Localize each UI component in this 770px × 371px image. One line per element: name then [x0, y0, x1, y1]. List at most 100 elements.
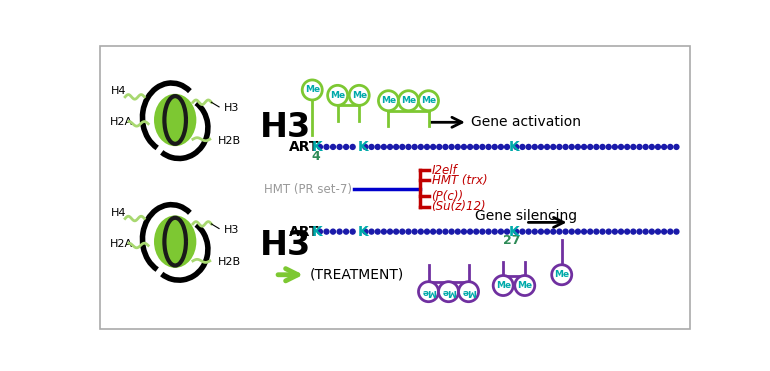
Circle shape [581, 229, 587, 234]
Circle shape [419, 91, 439, 111]
Circle shape [504, 144, 510, 150]
Circle shape [544, 229, 550, 234]
Circle shape [504, 229, 510, 234]
Circle shape [624, 144, 630, 150]
Text: Gene activation: Gene activation [471, 115, 581, 129]
Circle shape [606, 144, 611, 150]
Circle shape [674, 144, 679, 150]
Circle shape [551, 229, 556, 234]
Text: HMT (trx): HMT (trx) [431, 174, 487, 187]
Circle shape [486, 229, 491, 234]
Circle shape [588, 144, 593, 150]
Circle shape [624, 229, 630, 234]
Circle shape [655, 144, 661, 150]
Circle shape [387, 229, 393, 234]
Circle shape [581, 144, 587, 150]
Circle shape [430, 229, 436, 234]
Circle shape [493, 276, 514, 296]
Circle shape [461, 229, 467, 234]
Text: K: K [313, 140, 323, 154]
Text: H2A: H2A [109, 117, 133, 127]
Circle shape [674, 229, 679, 234]
Circle shape [437, 144, 442, 150]
Circle shape [649, 144, 654, 150]
Text: K: K [509, 140, 519, 154]
Circle shape [544, 144, 550, 150]
Text: Me: Me [352, 91, 367, 100]
Circle shape [612, 229, 618, 234]
Circle shape [588, 229, 593, 234]
Text: H4: H4 [111, 86, 127, 96]
Text: H3: H3 [223, 225, 239, 235]
Circle shape [393, 229, 399, 234]
Ellipse shape [154, 94, 196, 146]
Circle shape [600, 144, 605, 150]
Text: H3: H3 [260, 229, 311, 262]
Circle shape [350, 85, 370, 105]
Circle shape [455, 229, 460, 234]
Circle shape [424, 229, 430, 234]
Circle shape [480, 229, 485, 234]
Text: HMT (PR set-7): HMT (PR set-7) [264, 183, 352, 196]
Circle shape [569, 229, 574, 234]
Text: 4: 4 [311, 150, 320, 162]
Text: (TREATMENT): (TREATMENT) [310, 268, 404, 282]
Circle shape [387, 144, 393, 150]
Text: H2B: H2B [218, 257, 241, 267]
Circle shape [443, 144, 448, 150]
Circle shape [661, 144, 667, 150]
Circle shape [412, 229, 417, 234]
Text: (Su(z)12): (Su(z)12) [431, 200, 486, 213]
Circle shape [363, 144, 368, 150]
Circle shape [668, 229, 673, 234]
Circle shape [631, 229, 636, 234]
Circle shape [324, 229, 329, 234]
Circle shape [637, 229, 642, 234]
Circle shape [363, 229, 368, 234]
Circle shape [330, 229, 336, 234]
Text: K: K [357, 140, 368, 154]
Circle shape [467, 229, 473, 234]
Circle shape [551, 144, 556, 150]
Text: H3: H3 [223, 104, 239, 114]
Circle shape [449, 229, 454, 234]
Circle shape [557, 144, 562, 150]
Circle shape [343, 229, 349, 234]
Circle shape [459, 282, 479, 302]
FancyBboxPatch shape [100, 46, 690, 329]
Circle shape [375, 144, 380, 150]
Circle shape [350, 144, 355, 150]
Text: K: K [509, 224, 519, 239]
Circle shape [467, 144, 473, 150]
Circle shape [498, 144, 504, 150]
Circle shape [406, 144, 411, 150]
Circle shape [412, 144, 417, 150]
Circle shape [381, 144, 387, 150]
Text: ART: ART [290, 140, 320, 154]
Text: Me: Me [401, 96, 416, 105]
Circle shape [575, 229, 581, 234]
Circle shape [337, 144, 342, 150]
Circle shape [474, 229, 479, 234]
Text: Me: Me [421, 287, 436, 296]
Circle shape [526, 144, 531, 150]
Text: (P(c)): (P(c)) [431, 190, 464, 203]
Circle shape [486, 144, 491, 150]
Circle shape [449, 144, 454, 150]
Circle shape [514, 144, 519, 150]
Circle shape [443, 229, 448, 234]
Text: Me: Me [496, 281, 511, 290]
Circle shape [430, 144, 436, 150]
Circle shape [612, 144, 618, 150]
Text: Me: Me [461, 287, 476, 296]
Circle shape [661, 229, 667, 234]
Circle shape [563, 144, 568, 150]
Text: Me: Me [381, 96, 396, 105]
Circle shape [618, 144, 624, 150]
Circle shape [439, 282, 459, 302]
Circle shape [393, 144, 399, 150]
Circle shape [330, 144, 336, 150]
Circle shape [594, 229, 599, 234]
Circle shape [551, 265, 571, 285]
Circle shape [461, 144, 467, 150]
